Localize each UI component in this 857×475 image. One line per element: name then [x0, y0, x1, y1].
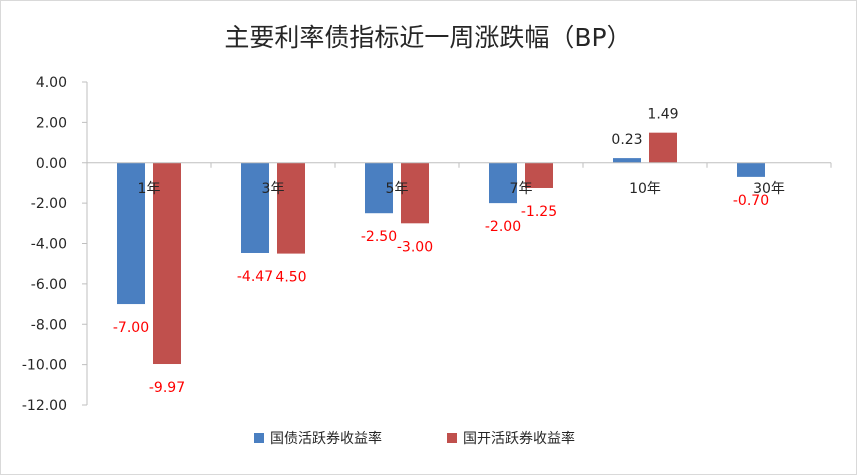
data-label: -9.97	[149, 380, 185, 396]
legend-swatch	[254, 433, 264, 443]
bar-series2	[525, 162, 553, 188]
y-tick-label: -10.00	[22, 358, 67, 374]
category-label: 30年	[753, 181, 785, 197]
bar-series1	[489, 162, 517, 204]
chart-title: 主要利率债指标近一周涨跌幅（BP）	[224, 23, 631, 52]
y-tick-label: -2.00	[31, 196, 67, 212]
data-label: -3.00	[397, 239, 433, 255]
data-label: -2.00	[485, 219, 521, 235]
data-label: -7.00	[113, 320, 149, 336]
category-label: 10年	[629, 181, 661, 197]
bar-series2	[401, 162, 429, 224]
bar-series1	[241, 162, 269, 253]
legend-label: 国开活跃券收益率	[463, 430, 575, 447]
data-label: 1.49	[647, 107, 678, 123]
bar-series1	[117, 162, 145, 305]
bar-series2	[153, 162, 181, 365]
y-tick-label: -6.00	[31, 277, 67, 293]
data-label: 4.50	[275, 270, 306, 286]
y-tick-label: 0.00	[36, 156, 67, 172]
data-label: -1.25	[521, 204, 557, 220]
bar-series1	[737, 162, 765, 177]
bar-series2	[277, 162, 305, 254]
category-label: 5年	[386, 181, 409, 197]
data-label: -2.50	[361, 229, 397, 245]
category-label: 7年	[510, 181, 533, 197]
bar-series1	[365, 162, 393, 214]
legend-label: 国债活跃券收益率	[270, 430, 382, 447]
y-tick-label: -8.00	[31, 317, 67, 333]
data-label: -0.70	[733, 193, 769, 209]
category-label: 1年	[138, 181, 161, 197]
data-label: 0.23	[611, 132, 642, 148]
y-tick-label: 4.00	[36, 75, 67, 91]
y-tick-label: 2.00	[36, 115, 67, 131]
category-label: 3年	[262, 181, 285, 197]
data-label: -4.47	[237, 269, 273, 285]
bar-series1	[613, 158, 641, 163]
legend-swatch	[447, 433, 457, 443]
bar-series2	[649, 132, 677, 163]
y-tick-label: -4.00	[31, 237, 67, 253]
y-tick-label: -12.00	[22, 398, 67, 414]
